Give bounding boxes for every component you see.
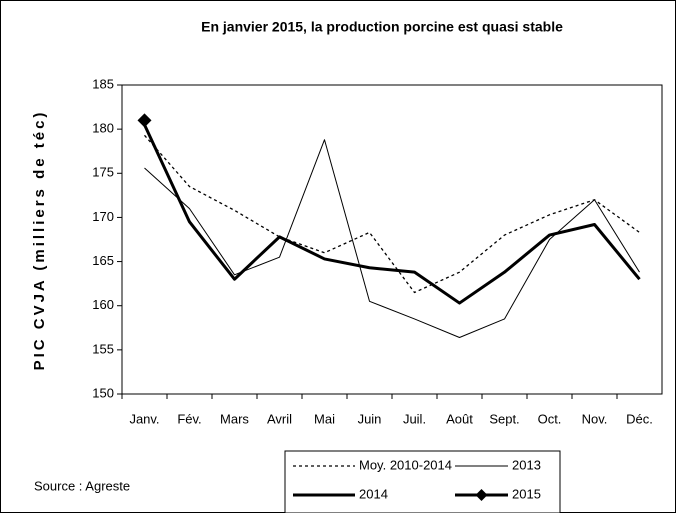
y-tick-label: 175	[92, 165, 114, 180]
x-tick-label: Déc.	[626, 411, 653, 426]
x-tick-label: Avril	[267, 411, 292, 426]
y-tick-label: 170	[92, 209, 114, 224]
y-tick-label: 180	[92, 121, 114, 136]
y-tick-label: 160	[92, 297, 114, 312]
chart-title: En janvier 2015, la production porcine e…	[201, 19, 563, 35]
x-tick-label: Mai	[314, 411, 335, 426]
x-tick-label: Juil.	[403, 411, 426, 426]
legend-label: 2014	[359, 486, 388, 501]
x-tick-label: Sept.	[489, 411, 519, 426]
x-tick-label: Mars	[220, 411, 249, 426]
x-tick-label: Août	[446, 411, 473, 426]
legend-label: 2013	[512, 457, 541, 472]
x-tick-label: Janv.	[129, 411, 159, 426]
x-tick-label: Nov.	[582, 411, 608, 426]
x-tick-label: Juin	[358, 411, 382, 426]
y-axis-label: PIC CVJA (milliers de téc)	[31, 110, 48, 371]
series-marker	[137, 113, 152, 128]
y-tick-label: 155	[92, 341, 114, 356]
series-line	[143, 124, 641, 305]
x-tick-label: Fév.	[177, 411, 201, 426]
x-tick-label: Oct.	[538, 411, 562, 426]
legend-label: Moy. 2010-2014	[359, 457, 452, 472]
y-tick-label: 165	[92, 253, 114, 268]
series-line	[144, 134, 640, 294]
y-tick-label: 150	[92, 385, 114, 400]
legend	[284, 450, 561, 513]
source: Source : Agreste	[34, 478, 130, 493]
legend-marker	[475, 489, 488, 501]
y-tick-label: 185	[92, 76, 114, 91]
legend-label: 2015	[512, 486, 541, 501]
